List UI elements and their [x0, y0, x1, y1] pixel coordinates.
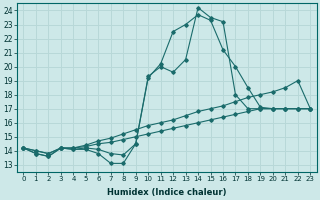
X-axis label: Humidex (Indice chaleur): Humidex (Indice chaleur) [107, 188, 227, 197]
